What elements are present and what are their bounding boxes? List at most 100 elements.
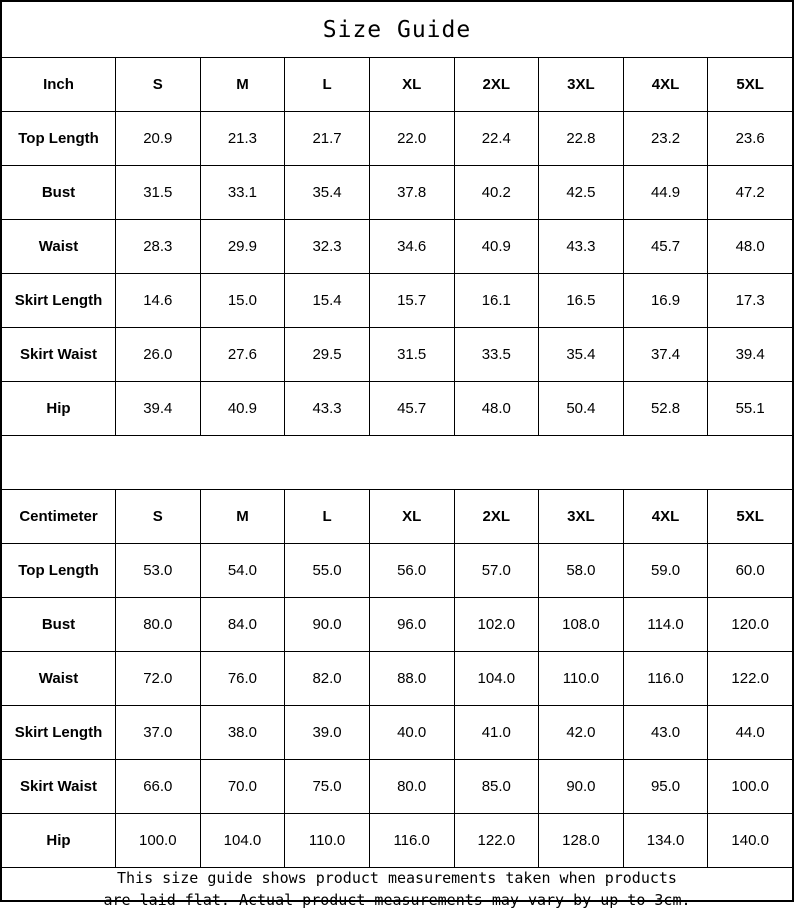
unit-header-cell: Inch: [43, 76, 74, 93]
value-cell: 44.9: [622, 166, 708, 219]
value-cell: 48.0: [707, 220, 792, 273]
value-cell: 75.0: [284, 760, 369, 813]
size-header-cell: 4XL: [622, 58, 708, 111]
value-cell: 44.0: [707, 706, 792, 759]
table-row: Top Length 20.9 21.3 21.7 22.0 22.4 22.8 23.2 23…: [2, 111, 792, 165]
value-cell: 40.2: [453, 166, 539, 219]
size-header-cell: XL: [368, 58, 454, 111]
size-header-cell: M: [199, 490, 285, 543]
value-cell: 104.0: [453, 652, 539, 705]
row-label-cell: Skirt Waist: [20, 346, 97, 363]
value-cell: 70.0: [199, 760, 285, 813]
table-row: Skirt Waist 66.0 70.0 75.0 80.0 85.0 90.0 95.0 1…: [2, 759, 792, 813]
value-cell: 114.0: [622, 598, 708, 651]
value-cell: 17.3: [707, 274, 792, 327]
size-header-cell: L: [284, 490, 369, 543]
value-cell: 37.4: [622, 328, 708, 381]
value-cell: 96.0: [368, 598, 454, 651]
value-cell: 80.0: [368, 760, 454, 813]
table-row: Skirt Length 37.0 38.0 39.0 40.0 41.0 42.0 43.0…: [2, 705, 792, 759]
value-cell: 100.0: [707, 760, 792, 813]
value-cell: 54.0: [199, 544, 285, 597]
size-header-cell: 2XL: [453, 490, 539, 543]
value-cell: 27.6: [199, 328, 285, 381]
value-cell: 110.0: [538, 652, 623, 705]
row-label-cell: Waist: [38, 670, 79, 687]
footer-line-2: are laid flat. Actual product measuremen…: [103, 890, 691, 909]
value-cell: 32.3: [284, 220, 369, 273]
value-cell: 16.9: [622, 274, 708, 327]
value-cell: 42.0: [538, 706, 623, 759]
value-cell: 22.8: [538, 112, 623, 165]
value-cell: 38.0: [199, 706, 285, 759]
value-cell: 35.4: [538, 328, 623, 381]
value-cell: 39.4: [707, 328, 792, 381]
value-cell: 140.0: [707, 814, 792, 867]
size-header-cell: 5XL: [707, 490, 792, 543]
value-cell: 31.5: [115, 166, 200, 219]
row-label-cell: Bust: [41, 616, 76, 633]
size-header-cell: L: [284, 58, 369, 111]
value-cell: 108.0: [538, 598, 623, 651]
value-cell: 90.0: [284, 598, 369, 651]
table-row: Hip 39.4 40.9 43.3 45.7 48.0 50.4 52.8 55.1: [2, 381, 792, 435]
value-cell: 100.0: [115, 814, 200, 867]
value-cell: 40.0: [368, 706, 454, 759]
value-cell: 29.5: [284, 328, 369, 381]
value-cell: 45.7: [368, 382, 454, 435]
value-cell: 23.6: [707, 112, 792, 165]
value-cell: 33.1: [199, 166, 285, 219]
size-header-cell: XL: [368, 490, 454, 543]
row-label-cell: Waist: [38, 238, 79, 255]
row-label-cell: Skirt Length: [14, 724, 103, 741]
value-cell: 120.0: [707, 598, 792, 651]
size-header-cell: 3XL: [538, 490, 623, 543]
size-header-cell: S: [115, 490, 200, 543]
size-header-cell: 2XL: [453, 58, 539, 111]
value-cell: 40.9: [453, 220, 539, 273]
value-cell: 50.4: [538, 382, 623, 435]
footer-note: This size guide shows product measuremen…: [2, 867, 792, 912]
value-cell: 52.8: [622, 382, 708, 435]
value-cell: 48.0: [453, 382, 539, 435]
table-header-row: Inch S M L XL 2XL 3XL 4XL 5XL: [2, 57, 792, 111]
value-cell: 15.4: [284, 274, 369, 327]
value-cell: 60.0: [707, 544, 792, 597]
value-cell: 22.0: [368, 112, 454, 165]
value-cell: 40.9: [199, 382, 285, 435]
value-cell: 37.0: [115, 706, 200, 759]
value-cell: 116.0: [622, 652, 708, 705]
value-cell: 33.5: [453, 328, 539, 381]
value-cell: 47.2: [707, 166, 792, 219]
value-cell: 58.0: [538, 544, 623, 597]
size-header-cell: M: [199, 58, 285, 111]
page-title: Size Guide: [322, 16, 472, 43]
value-cell: 85.0: [453, 760, 539, 813]
row-label-cell: Bust: [41, 184, 76, 201]
table-row: Hip 100.0 104.0 110.0 116.0 122.0 128.0 134.0 14…: [2, 813, 792, 867]
value-cell: 43.0: [622, 706, 708, 759]
value-cell: 43.3: [538, 220, 623, 273]
value-cell: 110.0: [284, 814, 369, 867]
value-cell: 80.0: [115, 598, 200, 651]
value-cell: 42.5: [538, 166, 623, 219]
value-cell: 66.0: [115, 760, 200, 813]
value-cell: 45.7: [622, 220, 708, 273]
row-label-cell: Top Length: [18, 130, 99, 147]
value-cell: 28.3: [115, 220, 200, 273]
value-cell: 37.8: [368, 166, 454, 219]
row-label-cell: Hip: [46, 832, 71, 849]
table-row: Waist 72.0 76.0 82.0 88.0 104.0 110.0 116.0 122.…: [2, 651, 792, 705]
table-row: Skirt Waist 26.0 27.6 29.5 31.5 33.5 35.4 37.4 3…: [2, 327, 792, 381]
value-cell: 26.0: [115, 328, 200, 381]
value-cell: 21.7: [284, 112, 369, 165]
table-header-row: Centimeter S M L XL 2XL 3XL 4XL 5XL: [2, 489, 792, 543]
value-cell: 104.0: [199, 814, 285, 867]
value-cell: 134.0: [622, 814, 708, 867]
value-cell: 76.0: [199, 652, 285, 705]
value-cell: 15.0: [199, 274, 285, 327]
value-cell: 95.0: [622, 760, 708, 813]
row-label-cell: Skirt Waist: [20, 778, 97, 795]
value-cell: 59.0: [622, 544, 708, 597]
